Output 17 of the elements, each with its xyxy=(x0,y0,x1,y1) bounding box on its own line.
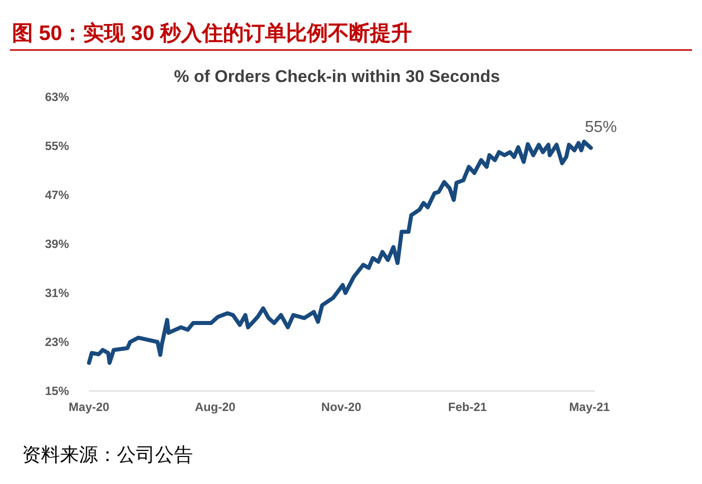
text: 资料来源：公司公告 xyxy=(22,444,193,466)
x-tick-label: Feb-21 xyxy=(448,400,488,414)
x-tick-label: May-21 xyxy=(569,400,610,414)
line-series xyxy=(87,140,593,365)
chart-subtitle: % of Orders Check-in within 30 Seconds xyxy=(174,67,500,86)
x-tick-label: May-20 xyxy=(68,400,110,414)
x-tick-label: Aug-20 xyxy=(194,400,236,414)
y-tick-label: 31% xyxy=(44,286,70,300)
y-tick-label: 23% xyxy=(44,335,70,349)
x-tick-label: Nov-20 xyxy=(321,400,362,414)
y-tick-label: 55% xyxy=(44,139,70,153)
y-tick-label: 47% xyxy=(44,188,70,202)
chart-title: 图 50：实现 30 秒入住的订单比例不断提升 xyxy=(12,21,412,45)
y-tick-label: 39% xyxy=(44,237,70,251)
annotation: 55% xyxy=(584,118,617,136)
y-tick-label: 15% xyxy=(44,384,70,398)
y-tick-label: 63% xyxy=(44,90,70,104)
